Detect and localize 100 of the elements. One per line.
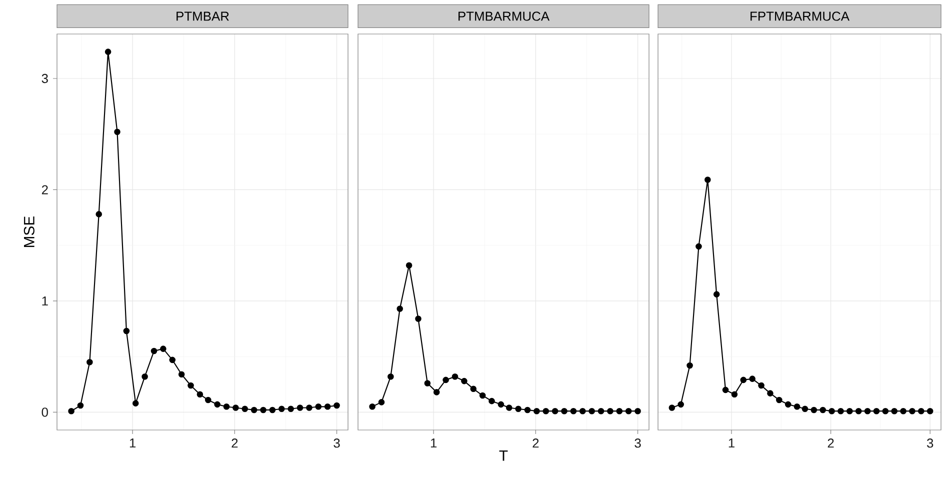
point — [918, 408, 924, 414]
point — [369, 403, 376, 410]
chart-title: FPTMBARMUCA — [750, 12, 850, 21]
point — [802, 406, 808, 412]
point — [561, 408, 568, 414]
point — [68, 408, 74, 414]
point — [306, 404, 312, 411]
point — [250, 406, 258, 414]
point — [123, 328, 130, 334]
point — [334, 402, 340, 409]
point — [378, 399, 385, 406]
x-tick-label: 1 — [728, 438, 734, 448]
point — [269, 406, 276, 414]
point — [288, 406, 294, 412]
x-tick-label: 1 — [130, 438, 136, 448]
point — [86, 358, 93, 366]
point — [188, 382, 194, 389]
point — [315, 403, 322, 410]
point — [579, 408, 586, 414]
point — [542, 408, 550, 414]
x-axis-title: T — [499, 450, 508, 461]
point — [142, 373, 148, 380]
point — [846, 408, 853, 414]
point — [223, 403, 230, 410]
point — [598, 408, 604, 414]
point — [424, 380, 431, 386]
x-tick-label: 2 — [232, 438, 238, 448]
point — [794, 403, 800, 410]
point — [828, 408, 835, 414]
point — [324, 403, 331, 410]
point — [767, 390, 774, 396]
point — [515, 406, 522, 412]
point — [855, 408, 862, 414]
point — [524, 406, 531, 414]
point — [713, 291, 720, 298]
point — [77, 402, 84, 409]
point — [214, 401, 220, 408]
point — [461, 378, 468, 384]
point — [442, 376, 449, 384]
point — [552, 408, 558, 414]
y-axis-title: MSE — [24, 216, 34, 247]
point — [678, 401, 684, 408]
point — [260, 406, 266, 414]
point — [758, 382, 764, 389]
point — [104, 48, 112, 55]
point — [406, 262, 412, 269]
point — [607, 408, 614, 414]
chart-title: PTMBAR — [176, 12, 229, 21]
point — [740, 376, 747, 384]
point — [178, 371, 185, 378]
point — [873, 408, 880, 414]
point — [909, 408, 916, 414]
point — [388, 373, 394, 380]
point — [820, 406, 826, 414]
point — [749, 376, 756, 382]
point — [488, 398, 495, 404]
point — [696, 243, 702, 250]
point — [588, 408, 595, 414]
x-tick-label: 3 — [334, 438, 340, 448]
point — [784, 401, 792, 408]
point — [570, 408, 577, 414]
point — [433, 389, 440, 396]
point — [204, 396, 212, 404]
point — [722, 386, 729, 394]
point — [616, 408, 623, 414]
point — [864, 408, 871, 414]
point — [415, 316, 422, 322]
point — [926, 408, 934, 414]
y-tick-label: 0 — [42, 408, 48, 417]
point — [838, 408, 844, 414]
point — [169, 356, 176, 364]
point — [470, 386, 477, 392]
point — [668, 404, 676, 411]
point — [114, 128, 120, 136]
point — [132, 400, 139, 406]
point — [150, 348, 158, 354]
point — [891, 408, 898, 414]
point — [686, 362, 693, 369]
x-tick-label: 1 — [430, 438, 437, 448]
point — [196, 391, 204, 398]
y-tick-label: 2 — [42, 185, 48, 194]
y-tick-label: 3 — [42, 74, 48, 84]
point — [534, 408, 540, 414]
point — [242, 406, 248, 412]
x-tick-label: 2 — [532, 438, 539, 448]
point — [96, 211, 102, 218]
point — [498, 401, 504, 408]
point — [776, 396, 782, 404]
x-tick-label: 3 — [634, 438, 641, 448]
x-tick-label: 2 — [828, 438, 834, 448]
point — [296, 404, 304, 411]
point — [506, 404, 512, 411]
point — [634, 408, 641, 414]
point — [900, 408, 906, 414]
chart-title: PTMBARMUCA — [458, 12, 550, 21]
point — [452, 373, 458, 380]
y-tick-label: 1 — [42, 296, 48, 306]
x-tick-label: 3 — [926, 438, 934, 448]
point — [882, 408, 889, 414]
point — [396, 306, 404, 312]
